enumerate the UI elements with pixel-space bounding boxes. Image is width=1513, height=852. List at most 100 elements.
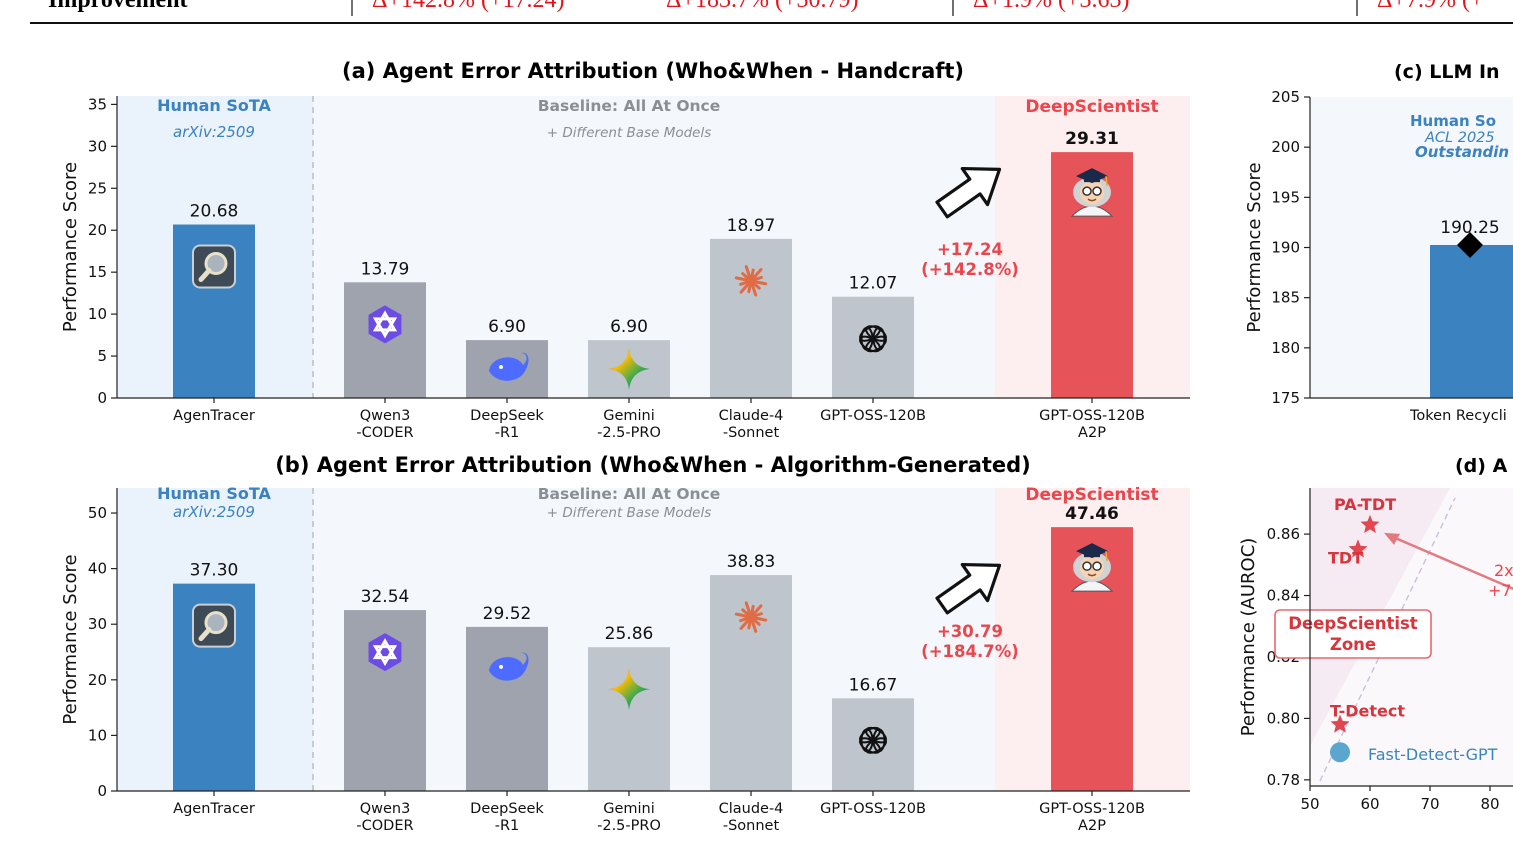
human-sota-source: arXiv:2509 — [173, 503, 255, 521]
data-label: 18.97 — [727, 216, 776, 236]
data-label: 37.30 — [190, 561, 239, 581]
data-label: 20.68 — [190, 202, 239, 222]
arrow-shape — [935, 562, 1002, 615]
chart-title: (d) A — [1455, 455, 1508, 477]
y-tick-label: 0 — [97, 389, 107, 407]
improvement-arrow-icon — [935, 166, 1002, 219]
x-tick-label: GPT-OSS-120B — [820, 408, 926, 424]
gemini-star-icon — [608, 668, 650, 711]
y-tick-label: 35 — [88, 95, 107, 113]
icon-handle — [198, 627, 212, 642]
baseline-label: Baseline: All At Once — [538, 485, 721, 503]
chart-title: (a) Agent Error Attribution (Who&When - … — [342, 59, 964, 83]
top-table: Improvement Δ+142.8% (+17.24) Δ+183.7% (… — [30, 0, 1513, 24]
y-tick-label: 200 — [1271, 138, 1300, 156]
y-tick-label: 30 — [88, 615, 107, 633]
deepscientist-zone-box — [1274, 609, 1432, 659]
annotation-line: Human So — [1410, 112, 1496, 130]
x-tick-label: Qwen3 — [360, 801, 411, 817]
y-tick-label: 195 — [1271, 188, 1300, 206]
y-tick-label: 185 — [1271, 289, 1300, 307]
icon-glass — [1082, 186, 1092, 196]
annotation-line: ACL 2025 — [1424, 130, 1495, 146]
deepseek-whale-icon — [489, 352, 529, 381]
icon-star — [608, 668, 650, 711]
data-point — [1360, 514, 1380, 533]
icon-tassel — [1105, 176, 1108, 187]
frontier-line — [1319, 497, 1456, 782]
data-point — [1330, 742, 1350, 763]
claude-burst-icon — [734, 601, 768, 633]
chart-d-auroc-scatter: (d) A 0.780.800.820.840.8650607080Perfor… — [1238, 455, 1513, 813]
x-tick-label: A2P — [1078, 818, 1106, 834]
zone-label: DeepScientist — [1288, 614, 1418, 633]
data-label: 6.90 — [610, 317, 648, 337]
y-axis-label: Performance (AUROC) — [1238, 538, 1259, 737]
y-tick-label: 30 — [88, 137, 107, 155]
x-tick-label: -Sonnet — [723, 425, 780, 441]
y-tick-label: 5 — [97, 347, 107, 365]
x-tick-label: GPT-OSS-120B — [820, 801, 926, 817]
gemini-star-icon — [608, 348, 650, 391]
icon-glass — [1092, 561, 1102, 571]
improvement-annotation: +17.24 — [937, 240, 1003, 259]
data-label: 38.83 — [727, 552, 776, 572]
y-tick-label: 15 — [88, 263, 107, 281]
point-label: PA-TDT — [1334, 495, 1396, 514]
table-cell: Δ+1.9% (+3.63) — [973, 0, 1129, 13]
y-tick-label: 0.78 — [1267, 771, 1300, 789]
x-tick-label: DeepSeek — [470, 801, 544, 817]
deepseek-whale-icon — [489, 652, 529, 681]
icon-tri — [372, 638, 398, 660]
x-tick-label: -CODER — [356, 818, 413, 834]
baseline-sublabel: + Different Base Models — [547, 125, 712, 141]
x-tick-label: A2P — [1078, 425, 1106, 441]
improvement-annotation-percent: (+142.8%) — [921, 260, 1019, 279]
improvement-annotation-percent: (+184.7%) — [921, 642, 1019, 661]
y-tick-label: 205 — [1271, 88, 1300, 106]
icon-lens — [204, 252, 228, 276]
claude-burst-icon — [734, 265, 768, 297]
data-label: 25.86 — [605, 624, 654, 644]
icon-face — [1080, 555, 1104, 580]
bar — [832, 296, 914, 398]
icon-glass — [1092, 186, 1102, 196]
icon-tri — [372, 317, 398, 339]
magnifier-icon — [192, 244, 236, 289]
x-tick-label: -R1 — [495, 425, 520, 441]
annotation-line: Outstandin — [1415, 143, 1509, 161]
y-tick-label: 20 — [88, 221, 107, 239]
y-tick-label: 40 — [88, 560, 107, 578]
improvement-arrow — [1387, 533, 1513, 591]
human-sota-label: Human SoTA — [157, 96, 271, 115]
icon-hex — [368, 305, 402, 344]
arrow-label: +7.9 — [1488, 581, 1513, 600]
icon-cap-base — [1084, 551, 1100, 558]
icon-cap-base — [1084, 176, 1100, 183]
x-tick-label: -Sonnet — [723, 818, 780, 834]
human-sota-source: arXiv:2509 — [173, 123, 255, 141]
y-tick-label: 0 — [97, 782, 107, 800]
x-tick-label: -CODER — [356, 425, 413, 441]
y-tick-label: 20 — [88, 671, 107, 689]
x-tick-label: -R1 — [495, 818, 520, 834]
zone-label: Zone — [1330, 635, 1376, 654]
y-tick-label: 10 — [88, 305, 107, 323]
x-tick-label: Qwen3 — [360, 408, 411, 424]
y-tick-label: 190 — [1271, 239, 1300, 257]
data-label: 29.52 — [483, 604, 532, 624]
y-tick-label: 0.84 — [1267, 587, 1300, 605]
icon-face — [1080, 180, 1104, 205]
table-row-label: Improvement — [48, 0, 188, 13]
chart-title: (c) LLM In — [1394, 61, 1500, 83]
diamond-marker — [1457, 231, 1483, 258]
chart-title: (b) Agent Error Attribution (Who&When - … — [275, 453, 1031, 477]
icon-body — [489, 652, 529, 681]
icon-glass — [1082, 561, 1092, 571]
point-label: Fast-Detect-GPT — [1368, 745, 1498, 764]
icon-petal — [865, 726, 887, 744]
x-tick-label: 80 — [1480, 795, 1499, 813]
y-axis-label: Performance Score — [60, 162, 81, 332]
icon-handle — [198, 268, 212, 283]
y-tick-label: 50 — [88, 504, 107, 522]
